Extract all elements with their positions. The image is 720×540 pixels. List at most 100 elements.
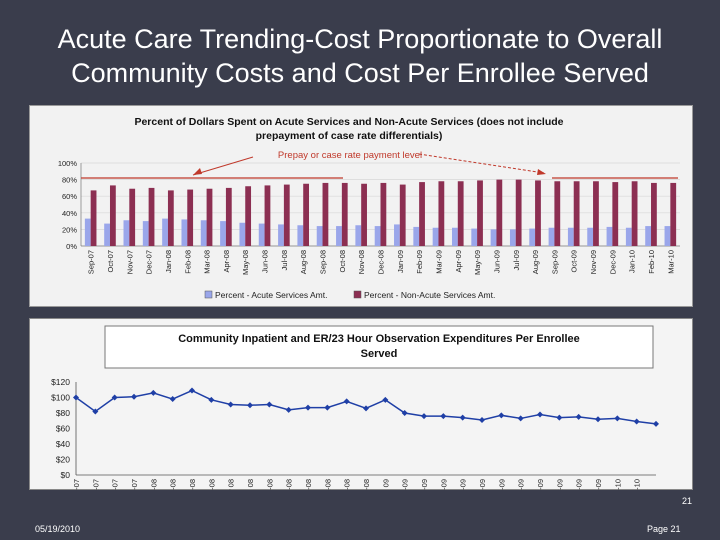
chart2-data-point [517,415,524,422]
bar-acute [200,220,207,246]
chart1-x-tick-label: Jan-09 [396,250,405,273]
bar-non-acute [380,182,387,246]
chart2-data-point [266,401,273,408]
chart2-data-point [169,396,176,403]
prepay-arrowhead-left [193,168,202,175]
chart1-x-tick-label: Sep-09 [550,250,559,274]
chart1-x-tick-label: Jun-09 [492,250,501,273]
chart2-data-point [421,413,427,420]
bar-acute [587,227,594,246]
chart1-y-tick-label: 60% [62,192,77,201]
chart2-data-point [440,413,447,420]
acute-cost-bar-chart: Percent of Dollars Spent on Acute Servic… [29,105,693,307]
chart2-x-tick-label: Aug-08 [285,479,294,490]
legend-label-non-acute: Percent - Non-Acute Services Amt. [364,290,495,300]
chart2-x-tick-label: Jan 09 [381,479,390,490]
chart2-x-tick-label: Oct-07 [91,479,100,490]
bar-acute [548,227,555,246]
bar-acute [529,228,536,246]
legend-swatch-acute [204,290,213,299]
chart2-data-point [382,396,389,403]
chart2-data-point [227,401,234,408]
chart2-data-point [614,415,621,422]
bar-non-acute [419,182,425,246]
chart1-x-tick-label: Jun-08 [261,250,270,273]
bar-acute [316,226,323,246]
legend-swatch-non-acute [353,290,362,299]
chart2-data-point [92,408,99,415]
chart2-x-tick-label: Jun 08 [246,479,255,490]
chart2-outer-border [29,318,693,490]
chart1-x-tick-label: Oct-09 [570,250,579,273]
chart1-x-tick-label: Feb-10 [647,250,656,274]
chart1-y-tick-label: 100% [58,159,78,168]
bar-acute [104,223,110,246]
chart1-x-tick-label: Dec-08 [377,250,386,274]
bar-acute [490,229,497,246]
chart2-x-tick-label: Apr-08 [207,479,216,490]
bar-acute [567,227,574,246]
chart2-x-tick-label: Dec-09 [594,479,603,490]
footer-page-number: Page 21 [647,524,681,534]
chart1-x-tick-label: Feb-08 [183,250,192,274]
bar-acute [606,226,613,246]
slide-title-line2: Community Costs and Cost Per Enrollee Se… [71,58,649,88]
chart2-data-point [537,411,543,418]
chart1-x-tick-label: Dec-07 [145,250,154,274]
chart2-x-tick-label: Oct-08 [323,479,332,490]
chart2-x-tick-label: Aug-09 [517,479,526,490]
chart1-y-tick-label: 0% [66,242,77,251]
bar-non-acute [457,181,464,246]
chart2-data-point [247,402,253,409]
chart1-x-tick-label: Dec-09 [608,250,617,274]
bar-non-acute [477,180,483,246]
chart1-x-tick-label: Jul-09 [512,250,521,270]
chart2-x-tick-label: May 08 [227,479,236,490]
bar-non-acute [515,179,522,246]
chart2-data-point [305,404,311,411]
bar-acute [509,229,516,246]
chart1-x-tick-label: Jan-08 [164,250,173,273]
chart2-data-point [131,393,137,400]
chart2-data-point [653,420,659,427]
per-enrollee-line-chart-panel: Community Inpatient and ER/23 Hour Obser… [29,318,693,504]
bar-acute [258,223,265,246]
bar-acute [336,226,342,246]
chart2-y-tick-label: $20 [56,455,70,465]
bar-non-acute [109,185,116,246]
chart2-x-tick-label: Apr-09 [439,479,448,490]
prepay-arrow-left [192,156,254,176]
bar-non-acute [438,181,445,246]
bar-acute [297,225,304,246]
chart2-data-point [556,414,563,421]
chart2-y-tick-label: $80 [56,408,70,418]
chart2-data-point [575,413,582,420]
chart2-y-tick-label: $0 [61,470,71,480]
bar-acute [625,227,632,246]
chart1-y-tick-label: 20% [62,225,77,234]
chart2-x-tick-label: Feb-08 [169,479,178,490]
chart2-data-point [324,404,331,411]
chart2-data-point [459,414,466,421]
bar-acute [278,224,284,246]
chart2-data-point [401,410,408,416]
chart2-y-tick-label: $100 [51,393,70,403]
chart2-data-point [150,389,157,396]
bar-acute [142,221,149,246]
chart2-y-tick-label: $60 [56,424,70,434]
per-enrollee-line-chart: Community Inpatient and ER/23 Hour Obser… [29,318,693,504]
bar-non-acute [535,180,541,246]
slide-title: Acute Care Trending-Cost Proportionate t… [20,22,700,90]
chart2-data-point [633,418,640,425]
chart2-data-point [343,398,350,405]
bar-non-acute [341,182,348,246]
bar-non-acute [206,188,213,246]
bar-acute [451,227,458,246]
chart2-data-point [498,412,505,419]
chart1-x-tick-label: Nov-08 [357,250,366,274]
chart1-x-tick-label: May-09 [473,250,482,275]
bar-non-acute [303,183,310,246]
chart2-data-point [208,396,215,403]
chart1-x-tick-label: Mar-10 [666,250,675,274]
chart1-x-tick-label: Sep-07 [87,250,96,274]
